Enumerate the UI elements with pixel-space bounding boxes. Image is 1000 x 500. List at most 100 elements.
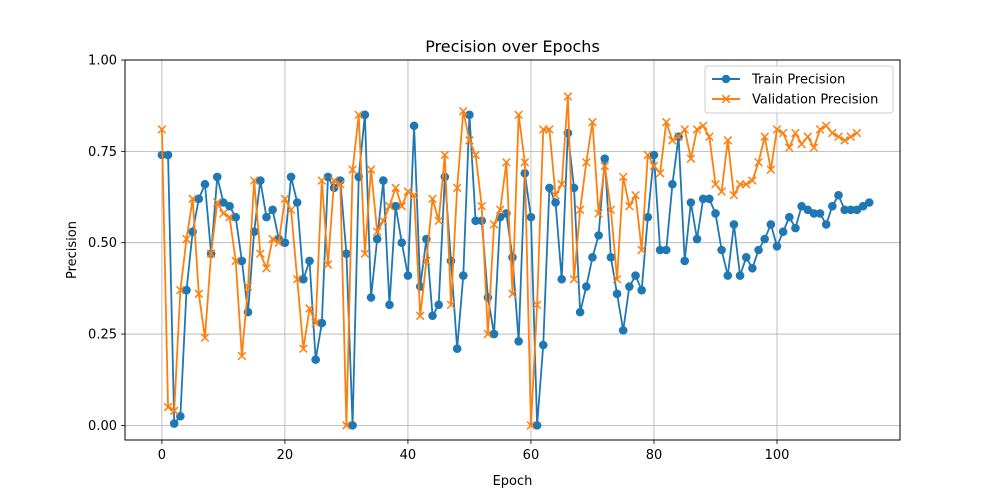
- data-point: [342, 249, 351, 258]
- data-point: [354, 110, 364, 120]
- data-point: [200, 179, 210, 189]
- data-point: [428, 311, 437, 321]
- data-point: [784, 143, 794, 153]
- y-tick-label: 0.50: [88, 236, 117, 251]
- data-point: [723, 271, 733, 280]
- data-point: [834, 190, 843, 200]
- data-point: [655, 168, 665, 178]
- data-point: [342, 421, 351, 430]
- data-point: [772, 125, 782, 134]
- data-point: [821, 121, 831, 131]
- data-point: [305, 304, 314, 313]
- data-point: [575, 205, 585, 215]
- data-point: [625, 282, 634, 291]
- data-point: [366, 293, 376, 302]
- data-point: [612, 274, 622, 284]
- data-point: [489, 220, 499, 229]
- data-point: [243, 282, 253, 291]
- data-point: [311, 355, 320, 364]
- data-point: [231, 256, 241, 266]
- data-point: [360, 110, 370, 120]
- data-point: [262, 263, 271, 273]
- data-point: [594, 209, 603, 218]
- data-point: [397, 201, 407, 211]
- data-point: [452, 344, 462, 353]
- axis-ticks: 0 20 40 60 80 100 0.00 0.25 0.50 0.75 1.00: [88, 54, 789, 464]
- data-point: [372, 234, 382, 244]
- data-point: [557, 179, 567, 189]
- data-point: [625, 201, 634, 211]
- data-point: [618, 172, 628, 182]
- data-point: [163, 402, 173, 412]
- data-point: [748, 176, 757, 185]
- x-tick-label: 0: [158, 448, 166, 463]
- data-point: [520, 157, 530, 167]
- data-point: [569, 274, 579, 284]
- data-point: [292, 198, 302, 207]
- data-point: [692, 125, 702, 134]
- data-point: [606, 253, 616, 262]
- data-point: [514, 337, 523, 346]
- data-point: [372, 227, 382, 237]
- data-point: [385, 300, 394, 310]
- data-point: [846, 132, 856, 142]
- plot-frame: [124, 59, 901, 441]
- data-point: [717, 187, 726, 196]
- data-point: [403, 187, 413, 196]
- data-point: [711, 209, 720, 218]
- data-point: [280, 238, 290, 247]
- data-point: [409, 121, 419, 131]
- data-point: [188, 194, 197, 204]
- data-point: [754, 157, 763, 167]
- data-point: [557, 274, 567, 284]
- data-point: [292, 274, 302, 284]
- data-point: [403, 271, 413, 280]
- data-point: [797, 139, 806, 149]
- data-point: [483, 329, 493, 339]
- data-point: [163, 150, 173, 160]
- data-point: [834, 132, 843, 142]
- data-point: [631, 190, 640, 200]
- data-point: [489, 329, 499, 339]
- data-point: [581, 157, 591, 167]
- data-point: [477, 201, 487, 211]
- data-point: [169, 406, 179, 416]
- data-point: [717, 245, 726, 255]
- data-point: [729, 220, 739, 229]
- data-point: [526, 421, 536, 430]
- data-point: [612, 289, 622, 299]
- data-point: [766, 220, 776, 229]
- data-point: [422, 256, 431, 266]
- data-point: [809, 209, 819, 218]
- data-point: [182, 234, 191, 244]
- series-layer: [157, 92, 874, 430]
- data-point: [600, 161, 610, 171]
- data-point: [274, 238, 284, 248]
- data-point: [200, 333, 210, 343]
- data-point: [698, 121, 708, 131]
- legend: Train Precision Validation Precision: [704, 65, 894, 114]
- data-point: [840, 205, 849, 215]
- data-point: [864, 198, 874, 207]
- data-point: [348, 421, 357, 430]
- data-point: [428, 194, 437, 204]
- data-point: [379, 176, 388, 185]
- data-point: [588, 253, 597, 262]
- y-tick-label: 1.00: [88, 54, 117, 69]
- data-point: [237, 351, 247, 361]
- data-point: [280, 194, 290, 204]
- data-point: [157, 125, 167, 134]
- data-point: [415, 311, 425, 321]
- x-tick-label: 60: [523, 448, 540, 463]
- data-point: [237, 256, 247, 266]
- data-point: [268, 234, 277, 244]
- data-point: [686, 154, 696, 163]
- data-point: [255, 249, 265, 258]
- data-point: [366, 165, 376, 174]
- data-point: [735, 271, 745, 280]
- data-point: [231, 212, 241, 222]
- data-point: [551, 198, 560, 207]
- data-point: [397, 238, 407, 247]
- data-point: [772, 242, 782, 251]
